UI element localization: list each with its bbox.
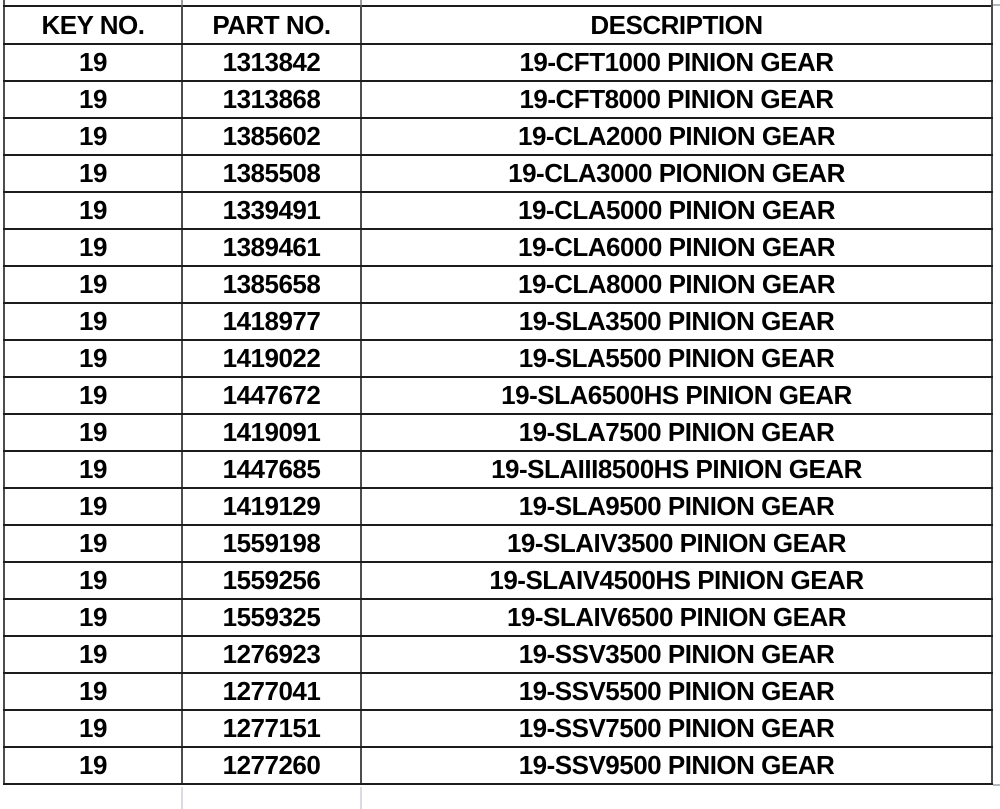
col-header-part-no: PART NO. [181,5,362,45]
key-no-cell: 19 [3,672,183,711]
col-header-key-no: KEY NO. [3,5,183,45]
gridline-ext-top-right [993,4,1000,6]
part-no-cell: 1419022 [181,339,362,378]
description-cell: 19-CFT8000 PINION GEAR [360,80,993,119]
table-row: 19 1385602 19-CLA2000 PINION GEAR [3,117,993,156]
key-no-cell: 19 [3,117,183,156]
part-no-cell: 1385658 [181,265,362,304]
description-cell: 19-SLA5500 PINION GEAR [360,339,993,378]
key-no-cell: 19 [3,487,183,526]
gridline-stub-bottom-col2 [360,787,362,809]
key-no-cell: 19 [3,154,183,193]
table-row: 19 1276923 19-SSV3500 PINION GEAR [3,635,993,674]
part-no-cell: 1385508 [181,154,362,193]
part-no-cell: 1419091 [181,413,362,452]
description-cell: 19-CLA8000 PINION GEAR [360,265,993,304]
table-row: 19 1559198 19-SLAIV3500 PINION GEAR [3,524,993,563]
description-cell: 19-SLA3500 PINION GEAR [360,302,993,341]
key-no-cell: 19 [3,746,183,785]
key-no-cell: 19 [3,598,183,637]
table-row: 19 1419129 19-SLA9500 PINION GEAR [3,487,993,526]
part-no-cell: 1277041 [181,672,362,711]
description-cell: 19-SLA7500 PINION GEAR [360,413,993,452]
table-row: 19 1277151 19-SSV7500 PINION GEAR [3,709,993,748]
description-cell: 19-CLA5000 PINION GEAR [360,191,993,230]
description-cell: 19-SSV9500 PINION GEAR [360,746,993,785]
table-row: 19 1339491 19-CLA5000 PINION GEAR [3,191,993,230]
key-no-cell: 19 [3,302,183,341]
parts-table: KEY NO. PART NO. DESCRIPTION 19 1313842 … [3,5,993,785]
key-no-cell: 19 [3,191,183,230]
key-no-cell: 19 [3,80,183,119]
part-no-cell: 1339491 [181,191,362,230]
table-row: 19 1419022 19-SLA5500 PINION GEAR [3,339,993,378]
table-row: 19 1385658 19-CLA8000 PINION GEAR [3,265,993,304]
gridline-stub-top-left [3,0,5,5]
part-no-cell: 1447685 [181,450,362,489]
description-cell: 19-CFT1000 PINION GEAR [360,43,993,82]
part-no-cell: 1559198 [181,524,362,563]
gridline-stub-top-col2 [360,0,362,5]
part-no-cell: 1419129 [181,487,362,526]
table-row: 19 1559325 19-SLAIV6500 PINION GEAR [3,598,993,637]
part-no-cell: 1447672 [181,376,362,415]
header-row: KEY NO. PART NO. DESCRIPTION [3,5,993,45]
table-row: 19 1447672 19-SLA6500HS PINION GEAR [3,376,993,415]
table-row: 19 1277041 19-SSV5500 PINION GEAR [3,672,993,711]
table-row: 19 1389461 19-CLA6000 PINION GEAR [3,228,993,267]
description-cell: 19-SLA9500 PINION GEAR [360,487,993,526]
description-cell: 19-SLAIV4500HS PINION GEAR [360,561,993,600]
part-no-cell: 1389461 [181,228,362,267]
part-no-cell: 1559325 [181,598,362,637]
table-row: 19 1447685 19-SLAIII8500HS PINION GEAR [3,450,993,489]
description-cell: 19-CLA2000 PINION GEAR [360,117,993,156]
key-no-cell: 19 [3,450,183,489]
description-cell: 19-CLA3000 PIONION GEAR [360,154,993,193]
key-no-cell: 19 [3,709,183,748]
key-no-cell: 19 [3,228,183,267]
description-cell: 19-SLAIV6500 PINION GEAR [360,598,993,637]
description-cell: 19-CLA6000 PINION GEAR [360,228,993,267]
table-row: 19 1385508 19-CLA3000 PIONION GEAR [3,154,993,193]
description-cell: 19-SLA6500HS PINION GEAR [360,376,993,415]
key-no-cell: 19 [3,413,183,452]
key-no-cell: 19 [3,561,183,600]
parts-table-body: 19 1313842 19-CFT1000 PINION GEAR 19 131… [3,43,993,785]
key-no-cell: 19 [3,376,183,415]
col-header-description: DESCRIPTION [360,5,993,45]
table-row: 19 1559256 19-SLAIV4500HS PINION GEAR [3,561,993,600]
key-no-cell: 19 [3,339,183,378]
key-no-cell: 19 [3,43,183,82]
table-row: 19 1313868 19-CFT8000 PINION GEAR [3,80,993,119]
gridline-ext-bottom-right [993,784,1000,786]
part-no-cell: 1277260 [181,746,362,785]
description-cell: 19-SSV7500 PINION GEAR [360,709,993,748]
table-row: 19 1277260 19-SSV9500 PINION GEAR [3,746,993,785]
key-no-cell: 19 [3,265,183,304]
part-no-cell: 1313842 [181,43,362,82]
description-cell: 19-SLAIV3500 PINION GEAR [360,524,993,563]
part-no-cell: 1559256 [181,561,362,600]
table-row: 19 1419091 19-SLA7500 PINION GEAR [3,413,993,452]
part-no-cell: 1385602 [181,117,362,156]
part-no-cell: 1277151 [181,709,362,748]
description-cell: 19-SSV5500 PINION GEAR [360,672,993,711]
key-no-cell: 19 [3,635,183,674]
gridline-stub-bottom-col1 [181,787,183,809]
part-no-cell: 1276923 [181,635,362,674]
part-no-cell: 1418977 [181,302,362,341]
table-row: 19 1313842 19-CFT1000 PINION GEAR [3,43,993,82]
description-cell: 19-SSV3500 PINION GEAR [360,635,993,674]
part-no-cell: 1313868 [181,80,362,119]
table-row: 19 1418977 19-SLA3500 PINION GEAR [3,302,993,341]
description-cell: 19-SLAIII8500HS PINION GEAR [360,450,993,489]
gridline-stub-top-col1 [181,0,183,5]
gridline-stub-top-right [991,0,993,5]
key-no-cell: 19 [3,524,183,563]
